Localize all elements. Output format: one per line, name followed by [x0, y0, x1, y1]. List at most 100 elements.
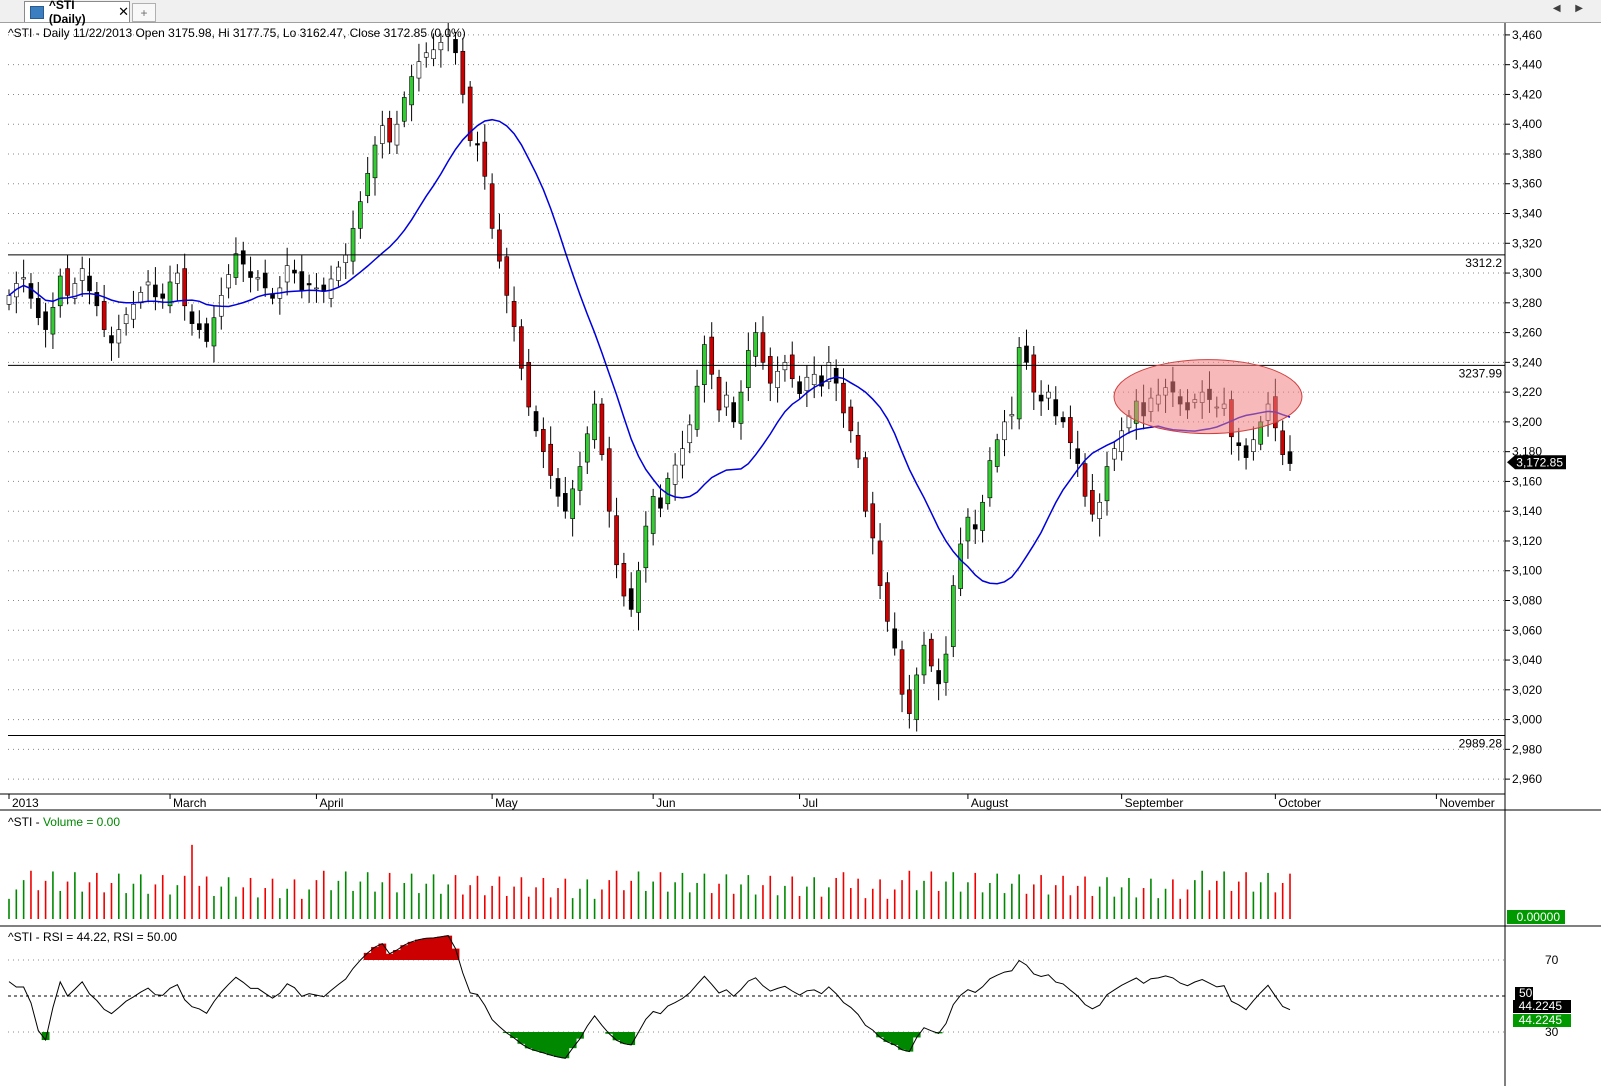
- candle-body: [950, 585, 956, 647]
- candle-body: [284, 265, 290, 283]
- y-tick-label: 3,000: [1512, 713, 1542, 727]
- candle-body: [1031, 354, 1037, 393]
- candle-body: [914, 674, 919, 720]
- chart-canvas[interactable]: 3,460 3,440 3,420 3,400 3,380 3,360 3,340 3,320…: [0, 23, 1601, 1086]
- volume-last-label: 0.00000: [1517, 910, 1561, 924]
- x-tick-label: 2013: [12, 796, 39, 810]
- x-tick-label: Jul: [803, 796, 818, 810]
- y-tick-label: 3,220: [1512, 385, 1542, 399]
- candle-body: [643, 525, 649, 569]
- tab-bar: ^STI (Daily) ✕ + ◀ ▶: [0, 0, 1601, 26]
- candle-body: [255, 277, 261, 280]
- x-tick-label: March: [173, 796, 206, 810]
- candle-body: [658, 497, 663, 509]
- candle-body: [497, 229, 502, 262]
- candle-body: [563, 493, 568, 512]
- y-tick-label: 3,160: [1512, 474, 1542, 488]
- candle-body: [1046, 391, 1051, 399]
- candle-body: [489, 183, 495, 229]
- y-tick-label: 3,020: [1512, 683, 1542, 697]
- candle-body: [811, 373, 817, 385]
- candle-body: [892, 628, 898, 649]
- y-tick-label: 3,340: [1512, 207, 1542, 221]
- candle-body: [519, 326, 524, 369]
- candle-body: [702, 344, 707, 385]
- candle-body: [226, 274, 231, 289]
- y-tick-label: 3,300: [1512, 266, 1542, 280]
- candle-body: [863, 457, 868, 512]
- candle-body: [336, 266, 341, 281]
- candle-body: [153, 284, 158, 298]
- candle-body: [160, 293, 166, 299]
- candle-body: [980, 501, 985, 531]
- candle-body: [584, 433, 590, 463]
- candle-body: [211, 317, 217, 347]
- candle-body: [672, 464, 678, 485]
- chart-tab[interactable]: ^STI (Daily) ✕: [24, 0, 130, 26]
- candle-body: [445, 34, 451, 37]
- y-tick-label: 3,200: [1512, 415, 1542, 429]
- candle-body: [358, 201, 363, 229]
- candle-body: [6, 295, 12, 305]
- new-tab-button[interactable]: +: [132, 3, 156, 22]
- candle-body: [431, 49, 436, 60]
- candle-body: [738, 391, 744, 424]
- candle-body: [1024, 345, 1029, 363]
- horizontal-level-label: 3312.2: [1465, 256, 1502, 270]
- candle-body: [885, 582, 890, 622]
- candle-body: [767, 356, 773, 384]
- candle-body: [328, 278, 334, 299]
- candle-body: [43, 311, 48, 330]
- candle-body: [1119, 430, 1124, 452]
- y-tick-label: 3,080: [1512, 594, 1542, 608]
- candle-body: [789, 354, 795, 380]
- y-tick-label: 3,320: [1512, 236, 1542, 250]
- candle-body: [365, 173, 370, 196]
- candle-body: [306, 283, 312, 286]
- x-tick-label: August: [971, 796, 1009, 810]
- candle-body: [394, 123, 400, 146]
- volume-badge: [1507, 910, 1565, 924]
- candle-body: [570, 488, 575, 519]
- candle-body: [182, 268, 187, 307]
- candle-body: [899, 649, 905, 695]
- candle-body: [233, 253, 239, 278]
- candle-body: [665, 478, 671, 505]
- horizontal-level-label: 3237.99: [1459, 366, 1503, 380]
- candle-body: [746, 350, 751, 388]
- candle-body: [694, 385, 700, 430]
- candle-body: [848, 406, 854, 432]
- last-price-label: 3,172.85: [1516, 455, 1563, 469]
- rsi-line: [8, 935, 1291, 1059]
- candle-body: [599, 403, 605, 455]
- rsi-tick-70: 70: [1545, 953, 1559, 967]
- candle-body: [1251, 439, 1256, 452]
- candle-body: [321, 284, 327, 292]
- volume-title: ^STI - Volume = 0.00: [8, 815, 120, 829]
- candle-body: [475, 143, 480, 146]
- close-tab-icon[interactable]: ✕: [118, 4, 129, 19]
- y-tick-label: 3,440: [1512, 58, 1542, 72]
- candle-body: [877, 540, 883, 586]
- candle-body: [709, 336, 715, 375]
- candle-body: [197, 323, 202, 330]
- candle-body: [35, 298, 41, 319]
- y-tick-label: 3,100: [1512, 564, 1542, 578]
- y-tick-label: 3,280: [1512, 296, 1542, 310]
- tab-nav-arrows[interactable]: ◀ ▶: [1552, 3, 1589, 14]
- candle-body: [109, 335, 114, 344]
- candle-body: [592, 403, 597, 441]
- x-tick-label: October: [1278, 796, 1321, 810]
- tab-title: ^STI (Daily): [48, 0, 86, 26]
- candle-body: [453, 39, 458, 54]
- candle-body: [753, 332, 758, 357]
- candle-body: [94, 292, 100, 307]
- candle-body: [79, 268, 85, 281]
- candle-body: [614, 515, 619, 566]
- candle-body: [57, 275, 63, 307]
- candle-body: [116, 329, 122, 344]
- price-grid: 3,460 3,440 3,420 3,400 3,380 3,360 3,340 3,320…: [0, 23, 1601, 1086]
- volume-panel: ^STI - Volume = 0.00 0.00000: [8, 815, 1565, 924]
- candle-body: [541, 429, 546, 452]
- candle-body: [958, 543, 963, 589]
